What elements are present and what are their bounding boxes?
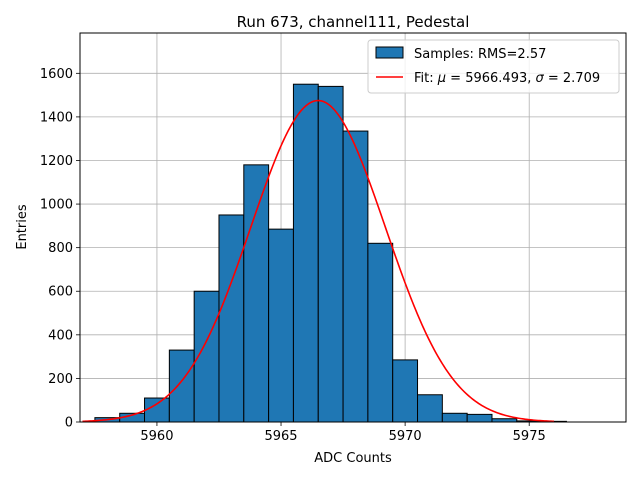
histogram-bar bbox=[144, 397, 170, 423]
legend: Samples: RMS=2.57 Fit: μ = 5966.493, σ =… bbox=[367, 39, 620, 94]
x-tick-label: 5965 bbox=[264, 429, 297, 444]
y-tick-label: 1200 bbox=[40, 154, 73, 169]
legend-label-fit: Fit: μ = 5966.493, σ = 2.709 bbox=[414, 71, 600, 86]
chart-title: Run 673, channel111, Pedestal bbox=[237, 13, 470, 31]
histogram-bar bbox=[168, 349, 195, 423]
legend-label-samples: Samples: RMS=2.57 bbox=[414, 47, 546, 62]
y-axis-ticks: 0 200 400 600 800 1000 1200 1400 1600 bbox=[40, 67, 80, 431]
x-tick-label: 5960 bbox=[140, 429, 173, 444]
histogram-bar bbox=[243, 164, 270, 423]
legend-box bbox=[367, 39, 620, 94]
y-tick-label: 1000 bbox=[40, 198, 73, 213]
y-axis-title: Entries bbox=[15, 204, 30, 250]
y-tick-label: 200 bbox=[48, 372, 73, 387]
histogram-bar bbox=[342, 130, 369, 423]
histogram-bar bbox=[317, 85, 344, 423]
histogram-bar bbox=[268, 228, 294, 423]
x-tick-label: 5970 bbox=[389, 429, 422, 444]
plot-frame bbox=[79, 32, 627, 423]
legend-fit-sigma: σ bbox=[536, 71, 545, 86]
legend-fit-mu: μ bbox=[437, 71, 446, 86]
y-tick-label: 800 bbox=[48, 241, 73, 256]
histogram-bar bbox=[466, 413, 493, 423]
x-axis-title: ADC Counts bbox=[314, 451, 392, 466]
gaussian-fit-curve bbox=[82, 99, 555, 423]
legend-swatch-samples bbox=[375, 46, 404, 59]
y-tick-label: 1400 bbox=[40, 110, 73, 125]
y-tick-label: 400 bbox=[48, 328, 73, 343]
histogram-bar bbox=[417, 394, 443, 423]
legend-fit-sigma-value: = 2.709 bbox=[544, 71, 600, 86]
histogram-bar bbox=[441, 412, 468, 423]
x-tick-label: 5975 bbox=[513, 429, 546, 444]
histogram-bar bbox=[292, 83, 319, 423]
histogram-bar bbox=[392, 359, 419, 423]
legend-fit-prefix: Fit: bbox=[414, 71, 438, 86]
y-tick-label: 0 bbox=[65, 416, 73, 431]
histogram-bar bbox=[367, 242, 394, 423]
y-tick-label: 1600 bbox=[40, 67, 73, 82]
legend-fit-mu-value: = 5966.493, bbox=[446, 71, 535, 86]
histogram-bar bbox=[218, 214, 245, 423]
y-tick-label: 600 bbox=[48, 285, 73, 300]
x-axis-ticks: 5960 5965 5970 5975 bbox=[140, 422, 546, 444]
